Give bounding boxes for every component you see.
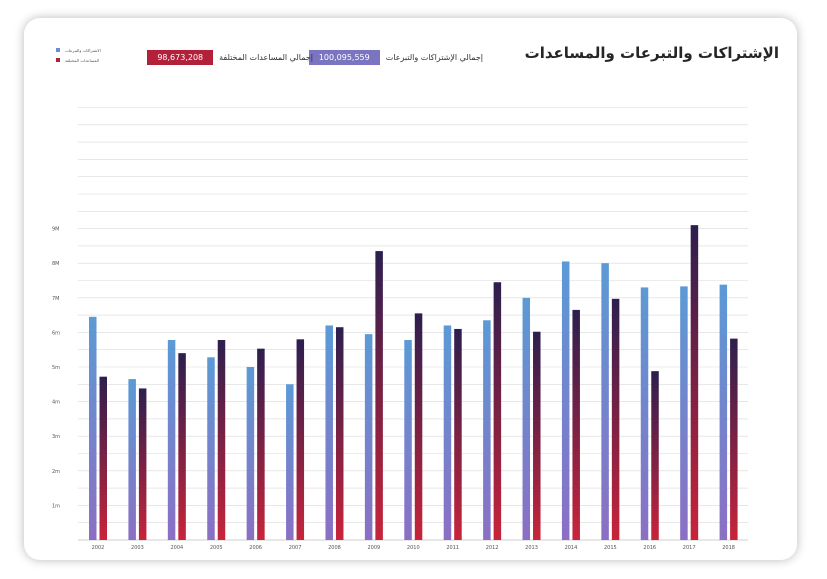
x-tick-label: 2015 bbox=[604, 545, 617, 551]
total-aid-label: إجمالي المساعدات المختلفة bbox=[219, 53, 313, 62]
bar-subscriptions bbox=[640, 287, 649, 540]
bar-aid bbox=[414, 313, 423, 540]
bar-subscriptions bbox=[167, 340, 176, 540]
y-tick-label: 6m bbox=[52, 330, 60, 336]
legend-swatch bbox=[56, 58, 60, 62]
legend-item-subscriptions: الاشتراكات والتبرعات bbox=[56, 45, 101, 55]
bar-subscriptions bbox=[89, 316, 97, 540]
y-tick-label: 8M bbox=[52, 261, 60, 267]
x-tick-label: 2010 bbox=[407, 545, 420, 551]
x-tick-label: 2006 bbox=[249, 545, 262, 551]
bar-subscriptions bbox=[680, 286, 688, 540]
y-tick-label: 1m bbox=[52, 503, 60, 509]
x-tick-label: 2016 bbox=[643, 545, 656, 551]
x-tick-label: 2017 bbox=[683, 545, 696, 551]
bar-subscriptions bbox=[286, 384, 294, 540]
bar-subscriptions bbox=[719, 284, 728, 540]
x-tick-label: 2005 bbox=[210, 545, 223, 551]
x-tick-label: 2013 bbox=[525, 545, 538, 551]
x-tick-label: 2003 bbox=[131, 545, 144, 551]
y-tick-label: 5m bbox=[52, 365, 60, 371]
bar-aid bbox=[533, 331, 541, 540]
bar-aid bbox=[493, 282, 502, 540]
bar-subscriptions bbox=[207, 357, 215, 540]
total-subscriptions: إجمالي الإشتراكات والتبرعات 100,095,559 bbox=[308, 50, 483, 65]
bar-subscriptions bbox=[601, 263, 609, 540]
x-tick-label: 2004 bbox=[170, 545, 183, 551]
bar-aid bbox=[454, 328, 462, 540]
total-subscriptions-value: 100,095,559 bbox=[308, 50, 380, 65]
legend-item-aid: المساعدات المختلفة bbox=[56, 55, 101, 65]
bar-aid bbox=[138, 388, 147, 540]
bar-aid bbox=[257, 348, 265, 540]
bar-subscriptions bbox=[325, 325, 333, 540]
x-tick-label: 2002 bbox=[92, 545, 105, 551]
bar-aid bbox=[375, 251, 383, 540]
bar-aid bbox=[611, 298, 620, 540]
bar-subscriptions bbox=[404, 340, 412, 540]
total-aid: إجمالي المساعدات المختلفة 98,673,208 bbox=[147, 50, 313, 65]
bar-aid bbox=[217, 340, 226, 540]
bar-aid bbox=[335, 327, 344, 540]
total-subscriptions-label: إجمالي الإشتراكات والتبرعات bbox=[385, 53, 483, 62]
x-tick-label: 2014 bbox=[565, 545, 578, 551]
x-tick-label: 2011 bbox=[446, 545, 459, 551]
x-tick-label: 2012 bbox=[486, 545, 499, 551]
bar-aid bbox=[99, 376, 107, 540]
x-tick-label: 2009 bbox=[368, 545, 381, 551]
y-tick-label: 9M bbox=[52, 227, 60, 233]
bar-subscriptions bbox=[522, 297, 531, 540]
x-tick-label: 2008 bbox=[328, 545, 341, 551]
bar-aid bbox=[690, 225, 699, 540]
legend: الاشتراكات والتبرعات المساعدات المختلفة bbox=[56, 45, 101, 65]
bar-subscriptions bbox=[443, 325, 452, 540]
legend-label: المساعدات المختلفة bbox=[65, 57, 99, 63]
y-tick-label: 4m bbox=[52, 400, 60, 406]
bar-aid bbox=[730, 338, 738, 540]
bar-aid bbox=[651, 371, 659, 540]
chart-title: الإشتراكات والتبرعات والمساعدات bbox=[524, 44, 779, 62]
bar-subscriptions bbox=[246, 367, 255, 540]
bar-subscriptions bbox=[364, 334, 373, 540]
bar-aid bbox=[296, 339, 305, 540]
bar-aid bbox=[178, 353, 186, 540]
total-aid-value: 98,673,208 bbox=[147, 50, 214, 65]
bar-subscriptions bbox=[561, 261, 570, 540]
x-tick-label: 2018 bbox=[722, 545, 735, 551]
y-tick-label: 3m bbox=[52, 434, 60, 440]
y-tick-label: 7M bbox=[52, 296, 60, 302]
x-tick-label: 2007 bbox=[289, 545, 302, 551]
y-tick-label: 2m bbox=[52, 469, 60, 475]
legend-label: الاشتراكات والتبرعات bbox=[65, 47, 101, 53]
bar-subscriptions bbox=[483, 320, 491, 540]
legend-swatch bbox=[56, 48, 60, 52]
bar-aid bbox=[572, 309, 580, 540]
bar-subscriptions bbox=[128, 379, 136, 540]
